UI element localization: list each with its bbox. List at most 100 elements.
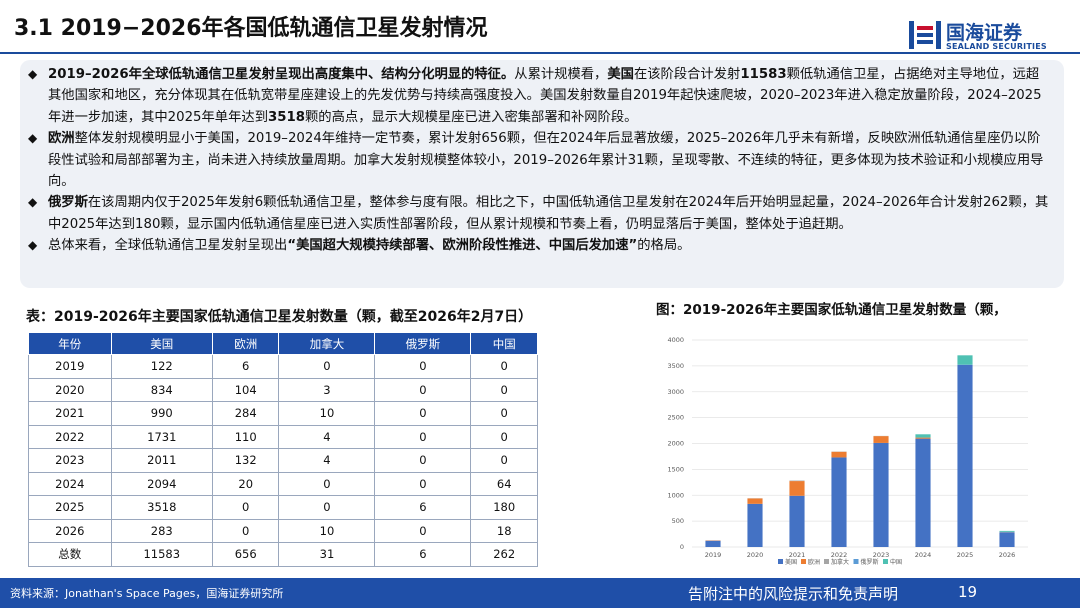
logo-name-cn: 国海证券 [946, 22, 1023, 44]
table-cell: 1731 [110, 424, 213, 449]
x-tick-label: 2021 [789, 551, 806, 559]
table-cell: 0 [374, 354, 472, 379]
emphasis-text: 欧洲 [48, 131, 75, 147]
table-cell: 0 [374, 424, 472, 449]
table-cell: 2094 [110, 471, 213, 496]
y-tick-label: 3500 [667, 362, 684, 370]
table-cell: 110 [211, 424, 280, 449]
emphasis-text: 2019–2026年全球低轨通信卫星发射呈现出高度集中、结构分化明显的特征。 [48, 67, 515, 82]
bar-segment-中国 [999, 530, 1015, 532]
page-number: 19 [958, 583, 978, 601]
disclaimer-note: 告附注中的风险提示和免责声明 [688, 585, 899, 603]
table-cell: 0 [211, 495, 280, 520]
footer-bar: 资料来源：Jonathan's Space Pages，国海证券研究所 告附注中… [0, 578, 1080, 608]
table-cell: 0 [470, 354, 538, 379]
bar-segment-欧洲 [831, 451, 847, 458]
table-cell: 2019 [28, 354, 112, 379]
table-row: 2026 283 0 10 0 18 [28, 518, 538, 543]
launch-table: 年份 美国 欧洲 加拿大 俄罗斯 中国 2019 122 6 0 0 0 2020 834 104 3 0 0 2… [28, 332, 538, 567]
legend-swatch [853, 559, 859, 564]
table-header-row: 年份 美国 欧洲 加拿大 俄罗斯 中国 [28, 332, 538, 355]
table-cell: 0 [278, 354, 376, 379]
y-tick-label: 2000 [667, 440, 684, 448]
x-tick-label: 2026 [999, 551, 1016, 559]
table-cell: 18 [470, 518, 538, 543]
summary-box: ◆ 2019–2026年全球低轨通信卫星发射呈现出高度集中、结构分化明显的特征。从… [20, 60, 1064, 288]
title-divider [0, 52, 1080, 54]
y-tick-label: 4000 [667, 336, 684, 344]
table-row: 2020 834 104 3 0 0 [28, 377, 538, 402]
legend-swatch [824, 559, 829, 564]
emphasis-text: 11583 [740, 67, 787, 82]
summary-paragraph-1: ◆ 2019–2026年全球低轨通信卫星发射呈现出高度集中、结构分化明显的特征。从… [26, 64, 1052, 128]
table-cell: 104 [211, 377, 280, 402]
table-cell: 0 [374, 377, 472, 402]
diamond-bullet-icon: ◆ [28, 67, 38, 81]
table-cell: 4 [278, 424, 376, 449]
column-header: 中国 [470, 332, 538, 355]
table-cell: 20 [211, 471, 280, 496]
bar-segment-中国 [915, 434, 931, 438]
table-cell: 64 [470, 471, 538, 496]
table-row: 2024 2094 20 0 0 64 [28, 471, 538, 496]
table-cell: 0 [470, 424, 538, 449]
bar-segment-美国 [915, 438, 931, 547]
emphasis-text: 3518 [268, 109, 306, 125]
table-cell: 2024 [28, 471, 112, 496]
table-cell: 3 [278, 377, 376, 402]
table-cell: 0 [374, 401, 472, 426]
table-cell: 2022 [28, 424, 112, 449]
summary-paragraph-2: ◆ 欧洲整体发射规模明显小于美国，2019–2024年维持一定节奏，累计发射656… [26, 128, 1052, 192]
table-cell: 0 [374, 518, 472, 543]
diamond-bullet-icon: ◆ [28, 131, 38, 146]
table-cell: 834 [110, 377, 213, 402]
table-cell: 6 [374, 542, 472, 567]
table-cell: 0 [278, 495, 376, 520]
table-row: 2023 2011 132 4 0 0 [28, 448, 538, 473]
table-cell: 31 [278, 542, 376, 567]
bar-segment-美国 [789, 495, 805, 547]
y-tick-label: 0 [680, 543, 684, 551]
table-caption: 表：2019-2026年主要国家低轨通信卫星发射数量（颗，截至2026年2月7日… [26, 309, 533, 325]
legend-label: 美国 [785, 558, 797, 566]
sealand-logo-icon [909, 21, 941, 49]
body-text: 总体来看，全球低轨通信卫星发射呈现出 [48, 238, 288, 254]
column-header: 美国 [110, 332, 213, 355]
body-text: 在该周期内仅于2025年发射6颗低轨通信卫星，整体参与度有限。相比之下，中国低轨… [48, 195, 1049, 232]
legend-label: 欧洲 [808, 558, 820, 566]
bar-segment-美国 [705, 540, 721, 547]
table-cell: 0 [374, 471, 472, 496]
chart-title: 图：2019-2026年主要国家低轨通信卫星发射数量（颗， [656, 302, 1007, 318]
table-cell: 2023 [28, 448, 112, 473]
emphasis-text: “美国超大规模持续部署、欧洲阶段性推进、中国后发加速” [287, 238, 638, 254]
y-tick-label: 500 [672, 517, 684, 525]
bar-segment-欧洲 [915, 437, 931, 439]
y-tick-label: 2500 [667, 414, 684, 422]
table-cell: 283 [110, 518, 213, 543]
y-tick-label: 3000 [667, 388, 684, 396]
table-cell: 10 [278, 518, 376, 543]
column-header: 俄罗斯 [374, 332, 472, 355]
bar-segment-美国 [831, 457, 847, 547]
bar-segment-美国 [873, 442, 889, 547]
table-cell: 0 [374, 448, 472, 473]
body-text: 的格局。 [637, 238, 691, 254]
table-cell: 990 [110, 401, 213, 426]
table-cell: 6 [374, 495, 472, 520]
table-row: 2022 1731 110 4 0 0 [28, 424, 538, 449]
company-logo: 国海证券 SEALAND SECURITIES [908, 16, 1068, 56]
table-cell: 2026 [28, 518, 112, 543]
bar-segment-美国 [999, 532, 1015, 547]
table-cell: 262 [470, 542, 538, 567]
body-text: 颗的高点，显示大规模星座已进入密集部署和补网阶段。 [305, 109, 638, 125]
table-cell: 2020 [28, 377, 112, 402]
table-row: 2019 122 6 0 0 0 [28, 354, 538, 379]
table-cell: 2025 [28, 495, 112, 520]
bar-segment-中国 [957, 355, 973, 365]
column-header: 年份 [28, 332, 112, 355]
legend-swatch [801, 559, 806, 564]
legend-label: 中国 [890, 558, 902, 566]
column-header: 欧洲 [211, 332, 280, 355]
body-text: 整体发射规模明显小于美国，2019–2024年维持一定节奏，累计发射656颗，但… [48, 131, 1044, 190]
table-cell: 0 [278, 471, 376, 496]
